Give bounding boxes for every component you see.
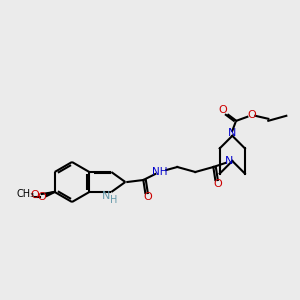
Text: N: N — [102, 191, 110, 201]
Text: O: O — [218, 105, 227, 115]
Text: NH: NH — [152, 167, 167, 177]
Text: O: O — [37, 192, 46, 202]
Text: N: N — [228, 128, 236, 138]
Text: O: O — [30, 190, 39, 200]
Text: H: H — [110, 195, 117, 205]
Text: O: O — [213, 179, 222, 189]
Text: O: O — [143, 192, 152, 202]
Text: O: O — [247, 110, 256, 120]
Text: N: N — [225, 156, 233, 166]
Text: CH₃: CH₃ — [16, 189, 35, 199]
